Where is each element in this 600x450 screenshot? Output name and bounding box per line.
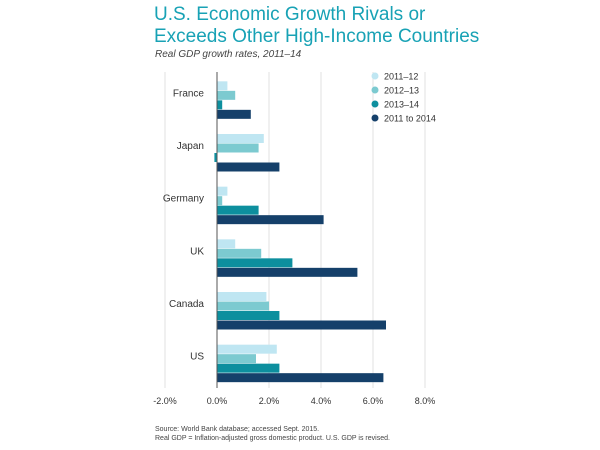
category-label: France xyxy=(173,88,205,99)
source-line: Source: World Bank database; accessed Se… xyxy=(155,426,320,433)
chart-title-line-2: Exceeds Other High-Income Countries xyxy=(154,26,480,47)
category-label: Japan xyxy=(177,141,204,152)
bar xyxy=(217,109,251,119)
bar xyxy=(217,258,293,268)
bar xyxy=(217,134,264,143)
legend-swatch xyxy=(371,114,379,122)
bar xyxy=(217,215,324,225)
chart-subtitle: Real GDP growth rates, 2011–14 xyxy=(155,49,302,60)
legend-entry: 2012–13 xyxy=(384,86,419,96)
bar xyxy=(217,205,259,215)
chart-title: U.S. Economic Growth Rivals or Exceeds O… xyxy=(154,4,554,48)
bar xyxy=(217,301,269,311)
bar xyxy=(217,239,236,249)
legend-swatch xyxy=(371,86,379,94)
category-label: UK xyxy=(190,246,204,257)
bar xyxy=(217,373,384,383)
bar xyxy=(217,344,277,354)
category-label: Canada xyxy=(169,299,204,310)
legend-swatch xyxy=(371,72,379,80)
bar xyxy=(217,81,228,91)
bar xyxy=(217,90,236,100)
definition-line: Real GDP = Inflation-adjusted gross dome… xyxy=(155,435,390,442)
bar xyxy=(217,162,280,172)
category-label: Germany xyxy=(163,194,204,205)
bar xyxy=(217,267,358,277)
bar xyxy=(214,153,217,162)
bar xyxy=(217,143,259,153)
x-tick-label: -2.0% xyxy=(153,396,177,406)
x-tick-label: 0.0% xyxy=(207,396,228,406)
x-tick-label: 6.0% xyxy=(363,396,384,406)
chart-title-line-1: U.S. Economic Growth Rivals or xyxy=(154,4,426,25)
bar xyxy=(217,248,262,258)
bar xyxy=(217,354,256,364)
bar xyxy=(217,363,280,373)
bar xyxy=(217,320,386,330)
x-tick-label: 8.0% xyxy=(415,396,436,406)
category-label: US xyxy=(190,352,204,363)
bar xyxy=(217,196,223,206)
bar xyxy=(217,292,267,301)
bar xyxy=(217,311,280,320)
legend-entry: 2011–12 xyxy=(384,72,418,82)
legend-swatch xyxy=(371,100,379,108)
legend-entry: 2011 to 2014 xyxy=(384,114,436,124)
legend-entry: 2013–14 xyxy=(384,100,419,110)
source-note: Source: World Bank database; accessed Se… xyxy=(155,425,390,443)
x-tick-label: 4.0% xyxy=(311,396,332,406)
bar xyxy=(217,186,228,196)
bar xyxy=(217,100,223,110)
x-tick-label: 2.0% xyxy=(259,396,280,406)
